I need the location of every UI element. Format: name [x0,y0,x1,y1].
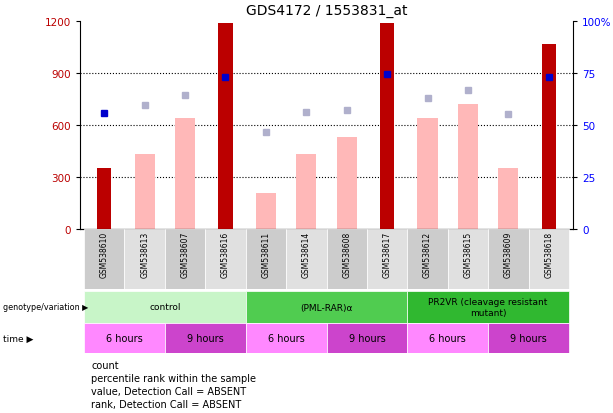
Text: GSM538613: GSM538613 [140,231,149,278]
Text: 6 hours: 6 hours [429,333,466,343]
Text: rank, Detection Call = ABSENT: rank, Detection Call = ABSENT [91,399,242,410]
Bar [97,169,112,230]
Text: GSM538610: GSM538610 [100,231,109,278]
Text: GSM538616: GSM538616 [221,231,230,278]
Bar [296,155,316,230]
Bar [84,323,165,353]
Bar [498,169,519,230]
Bar [256,193,276,230]
Text: 6 hours: 6 hours [106,333,143,343]
Text: (PML-RAR)α: (PML-RAR)α [300,303,352,312]
Bar [124,230,165,289]
Text: GSM538609: GSM538609 [504,231,513,278]
Bar [205,230,246,289]
Bar [84,230,124,289]
Text: GSM538612: GSM538612 [423,231,432,277]
Bar [246,291,407,323]
Bar [175,119,195,230]
Text: percentile rank within the sample: percentile rank within the sample [91,374,256,384]
Text: GSM538607: GSM538607 [181,231,189,278]
Bar [542,45,556,230]
Text: 9 hours: 9 hours [187,333,224,343]
Bar [447,230,488,289]
Text: GSM538618: GSM538618 [544,231,554,277]
Text: GSM538608: GSM538608 [342,231,351,278]
Bar [407,291,569,323]
Bar [246,323,327,353]
Text: 9 hours: 9 hours [510,333,547,343]
Bar [337,138,357,230]
Bar [84,291,246,323]
Text: time ▶: time ▶ [3,334,34,343]
Bar [528,230,569,289]
Bar [327,230,367,289]
Text: GSM538614: GSM538614 [302,231,311,278]
Bar [488,230,528,289]
Text: 6 hours: 6 hours [268,333,305,343]
Text: PR2VR (cleavage resistant
mutant): PR2VR (cleavage resistant mutant) [428,298,548,317]
Text: GSM538615: GSM538615 [463,231,473,278]
Bar [367,230,407,289]
Text: genotype/variation ▶: genotype/variation ▶ [3,303,88,312]
Bar [246,230,286,289]
Text: GSM538611: GSM538611 [261,231,270,277]
Text: 9 hours: 9 hours [349,333,386,343]
Bar [380,24,394,230]
Bar [134,155,154,230]
Bar [407,230,447,289]
Bar [165,230,205,289]
Title: GDS4172 / 1553831_at: GDS4172 / 1553831_at [246,4,407,18]
Text: GSM538617: GSM538617 [383,231,392,278]
Text: value, Detection Call = ABSENT: value, Detection Call = ABSENT [91,387,246,396]
Bar [327,323,407,353]
Bar [165,323,246,353]
Bar [286,230,327,289]
Bar [458,105,478,230]
Text: control: control [149,303,181,312]
Bar [407,323,488,353]
Bar [417,119,438,230]
Bar [218,24,232,230]
Bar [488,323,569,353]
Text: count: count [91,361,119,370]
